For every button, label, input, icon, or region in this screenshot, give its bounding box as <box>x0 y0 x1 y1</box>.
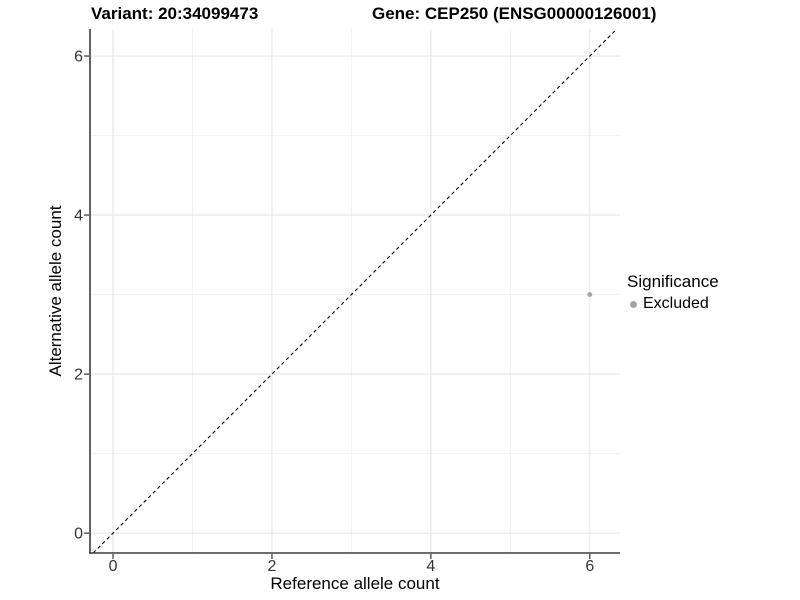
plot-title-variant: Variant: 20:34099473 <box>91 4 259 23</box>
x-tick-label: 4 <box>426 558 435 575</box>
y-tick-label: 0 <box>74 526 83 543</box>
legend-item-label: Excluded <box>643 295 709 312</box>
y-axis-title: Alternative allele count <box>46 205 65 377</box>
x-tick-label: 2 <box>268 558 277 575</box>
legend-title: Significance <box>627 272 719 291</box>
legend: Significance Excluded <box>627 272 719 313</box>
y-tick-label: 4 <box>74 208 83 225</box>
x-axis-title: Reference allele count <box>270 574 440 593</box>
x-tick-label: 0 <box>109 558 118 575</box>
legend-key-dot-icon <box>630 300 637 308</box>
x-tick-label: 6 <box>585 558 594 575</box>
identity-line <box>92 28 618 554</box>
plot-title-gene: Gene: CEP250 (ENSG00000126001) <box>372 4 657 23</box>
y-tick-label: 6 <box>74 49 83 66</box>
y-tick-label: 2 <box>74 367 83 384</box>
data-point <box>587 292 593 297</box>
legend-item-excluded: Excluded <box>627 295 719 313</box>
